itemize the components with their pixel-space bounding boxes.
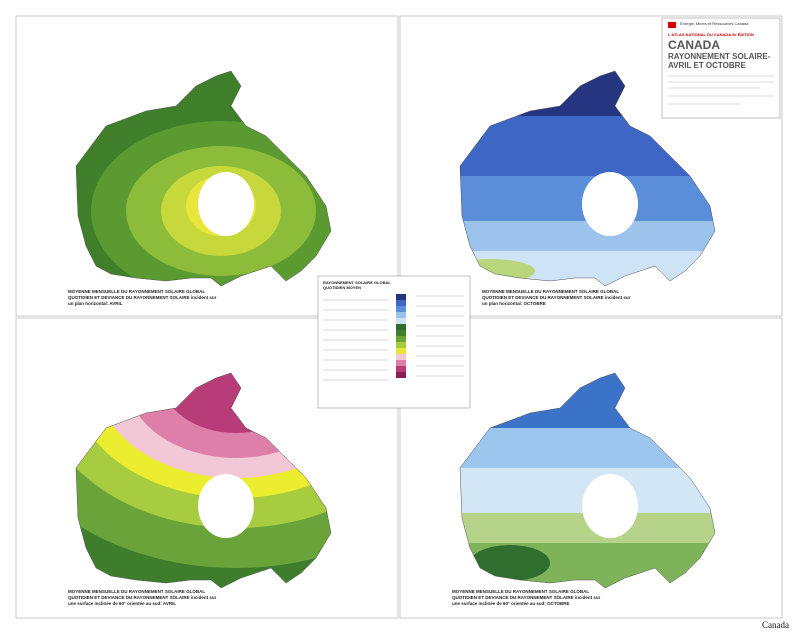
legend-box bbox=[317, 275, 471, 409]
agency: Énergie, Mines et Ressources Canada bbox=[680, 21, 749, 26]
map-caption: MOYENNE MENSUELLE DU RAYONNEMENT SOLAIRE… bbox=[68, 589, 217, 606]
map-caption: MOYENNE MENSUELLE DU RAYONNEMENT SOLAIRE… bbox=[482, 289, 631, 306]
title-block bbox=[661, 17, 781, 119]
wordmark: Canada bbox=[762, 620, 789, 630]
legend-title: RAYONNEMENT SOLAIRE GLOBAL QUOTIDIEN MOY… bbox=[323, 280, 391, 291]
panel-frames bbox=[15, 15, 783, 619]
legend-swatches bbox=[396, 294, 406, 378]
map-caption: MOYENNE MENSUELLE DU RAYONNEMENT SOLAIRE… bbox=[68, 289, 217, 306]
title: CANADA bbox=[668, 38, 720, 52]
map-caption: MOYENNE MENSUELLE DU RAYONNEMENT SOLAIRE… bbox=[452, 589, 601, 606]
atlas-name: L'ATLAS NATIONAL DU CANADA 5e ÉDITION bbox=[668, 32, 754, 37]
subtitle-1: RAYONNEMENT SOLAIRE- bbox=[668, 52, 771, 61]
title-fine-print bbox=[668, 75, 774, 105]
flag bbox=[668, 22, 676, 28]
subtitle-2: AVRIL ET OCTOBRE bbox=[668, 61, 746, 70]
legend-text-lines bbox=[323, 295, 464, 381]
